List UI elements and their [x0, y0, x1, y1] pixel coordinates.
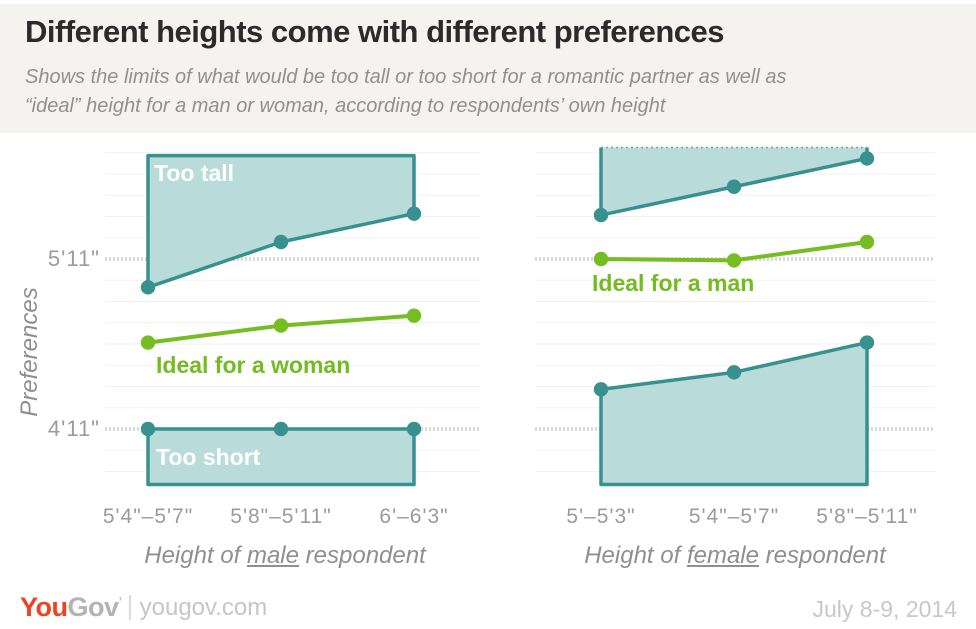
data-point: [593, 382, 609, 397]
x-axis-title-male: Height of male respondent: [85, 542, 485, 570]
male-respondents-too-short: [140, 421, 422, 487]
x-axis-title-female-prefix: Height of: [584, 542, 687, 569]
y-tick-511: 5'11": [47, 246, 100, 271]
female-respondents-too-tall: [593, 146, 875, 223]
data-point: [859, 335, 875, 350]
subtitle-line-2: “ideal” height for a man or woman, accor…: [25, 95, 666, 117]
x-axis-title-female-emph: female: [686, 542, 759, 569]
data-point: [140, 421, 156, 437]
footer: YouGov’ yougov.com: [20, 592, 267, 623]
y-axis-title: Preferences: [16, 287, 43, 417]
x-tick-male-3: 6'–6'3": [379, 505, 449, 528]
footer-site-url: yougov.com: [139, 593, 268, 621]
data-point: [859, 151, 875, 166]
ideal-for-a-woman-label: Ideal for a woman: [156, 352, 351, 378]
page-title: Different heights come with different pr…: [25, 14, 724, 49]
footer-date: July 8-9, 2014: [812, 596, 957, 622]
male-respondents-ideal: [140, 308, 422, 350]
data-point: [726, 365, 742, 380]
data-point: [140, 335, 156, 350]
data-point: [273, 421, 289, 437]
logo-you: You: [20, 592, 68, 622]
x-axis-title-female: Height of female respondent: [535, 542, 935, 570]
data-point: [593, 207, 609, 223]
footer-divider: [128, 595, 131, 620]
x-tick-female-2: 5'4"–5'7": [688, 505, 780, 528]
header-strip: [0, 4, 976, 133]
logo-gov: Gov: [67, 592, 120, 622]
too-tall-label: Too tall: [154, 160, 235, 186]
female-respondents-too-short: [593, 335, 875, 487]
data-point: [273, 234, 289, 250]
ideal-for-a-man-label: Ideal for a man: [592, 270, 755, 296]
subtitle-line-1: Shows the limits of what would be too ta…: [25, 66, 787, 88]
data-point: [140, 280, 156, 295]
yougov-logo: YouGov’: [20, 592, 122, 623]
data-point: [859, 234, 875, 250]
data-point: [406, 421, 422, 437]
x-axis-title-male-emph: male: [246, 542, 299, 569]
data-point: [406, 308, 422, 323]
data-point: [593, 251, 609, 267]
x-tick-male-1: 5'4"–5'7": [102, 505, 194, 528]
x-axis-title-male-suffix: respondent: [299, 542, 426, 569]
x-axis-title-male-prefix: Height of: [144, 542, 247, 569]
data-point: [406, 206, 422, 221]
data-point: [273, 318, 289, 333]
x-tick-female-1: 5'–5'3": [566, 505, 636, 528]
data-point: [726, 179, 742, 194]
x-tick-female-3: 5'8"–5'11": [816, 505, 918, 528]
too-short-label: Too short: [156, 444, 261, 470]
page-subtitle: Shows the limits of what would be too ta…: [25, 63, 786, 121]
x-tick-male-2: 5'8"–5'11": [230, 505, 332, 528]
female-respondents-ideal: [593, 234, 875, 268]
logo-trademark: ’: [118, 594, 123, 609]
male-respondents-too-tall: [140, 153, 422, 295]
x-axis-title-female-suffix: respondent: [759, 542, 886, 569]
data-point: [726, 253, 742, 268]
y-tick-411: 4'11": [47, 416, 100, 441]
